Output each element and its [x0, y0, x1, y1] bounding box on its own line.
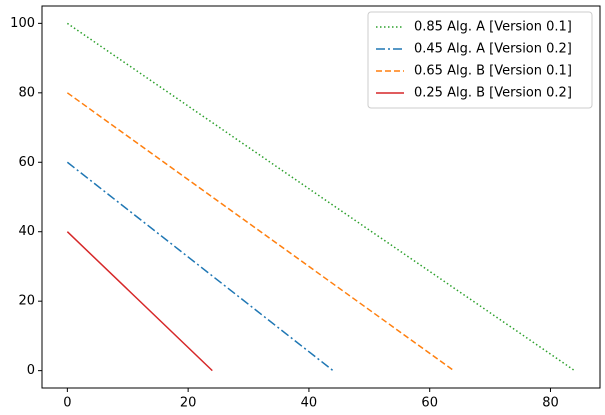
x-tick-label: 80: [542, 396, 559, 411]
line-series: [66, 92, 455, 372]
y-tick-label: 80: [18, 85, 35, 100]
line-series: [66, 231, 213, 372]
legend-label: 0.65 Alg. B [Version 0.1]: [414, 64, 572, 79]
legend: 0.85 Alg. A [Version 0.1] 0.45 Alg. A [Ve…: [367, 11, 593, 109]
y-tick-label: 40: [18, 224, 35, 239]
legend-label: 0.25 Alg. B [Version 0.2]: [414, 86, 572, 101]
x-tick-label: 40: [301, 396, 318, 411]
legend-box: [367, 11, 593, 109]
x-tick-label: 20: [180, 396, 197, 411]
x-tick-label: 0: [63, 396, 71, 411]
y-tick-label: 0: [27, 363, 35, 378]
y-tick-label: 100: [10, 16, 35, 31]
legend-label: 0.45 Alg. A [Version 0.2]: [414, 42, 572, 57]
line-series: [66, 22, 576, 372]
y-tick-label: 60: [18, 155, 35, 170]
y-tick-label: 20: [18, 294, 35, 309]
line-series: [66, 161, 334, 372]
x-tick-label: 60: [421, 396, 438, 411]
legend-label: 0.85 Alg. A [Version 0.1]: [414, 20, 572, 35]
